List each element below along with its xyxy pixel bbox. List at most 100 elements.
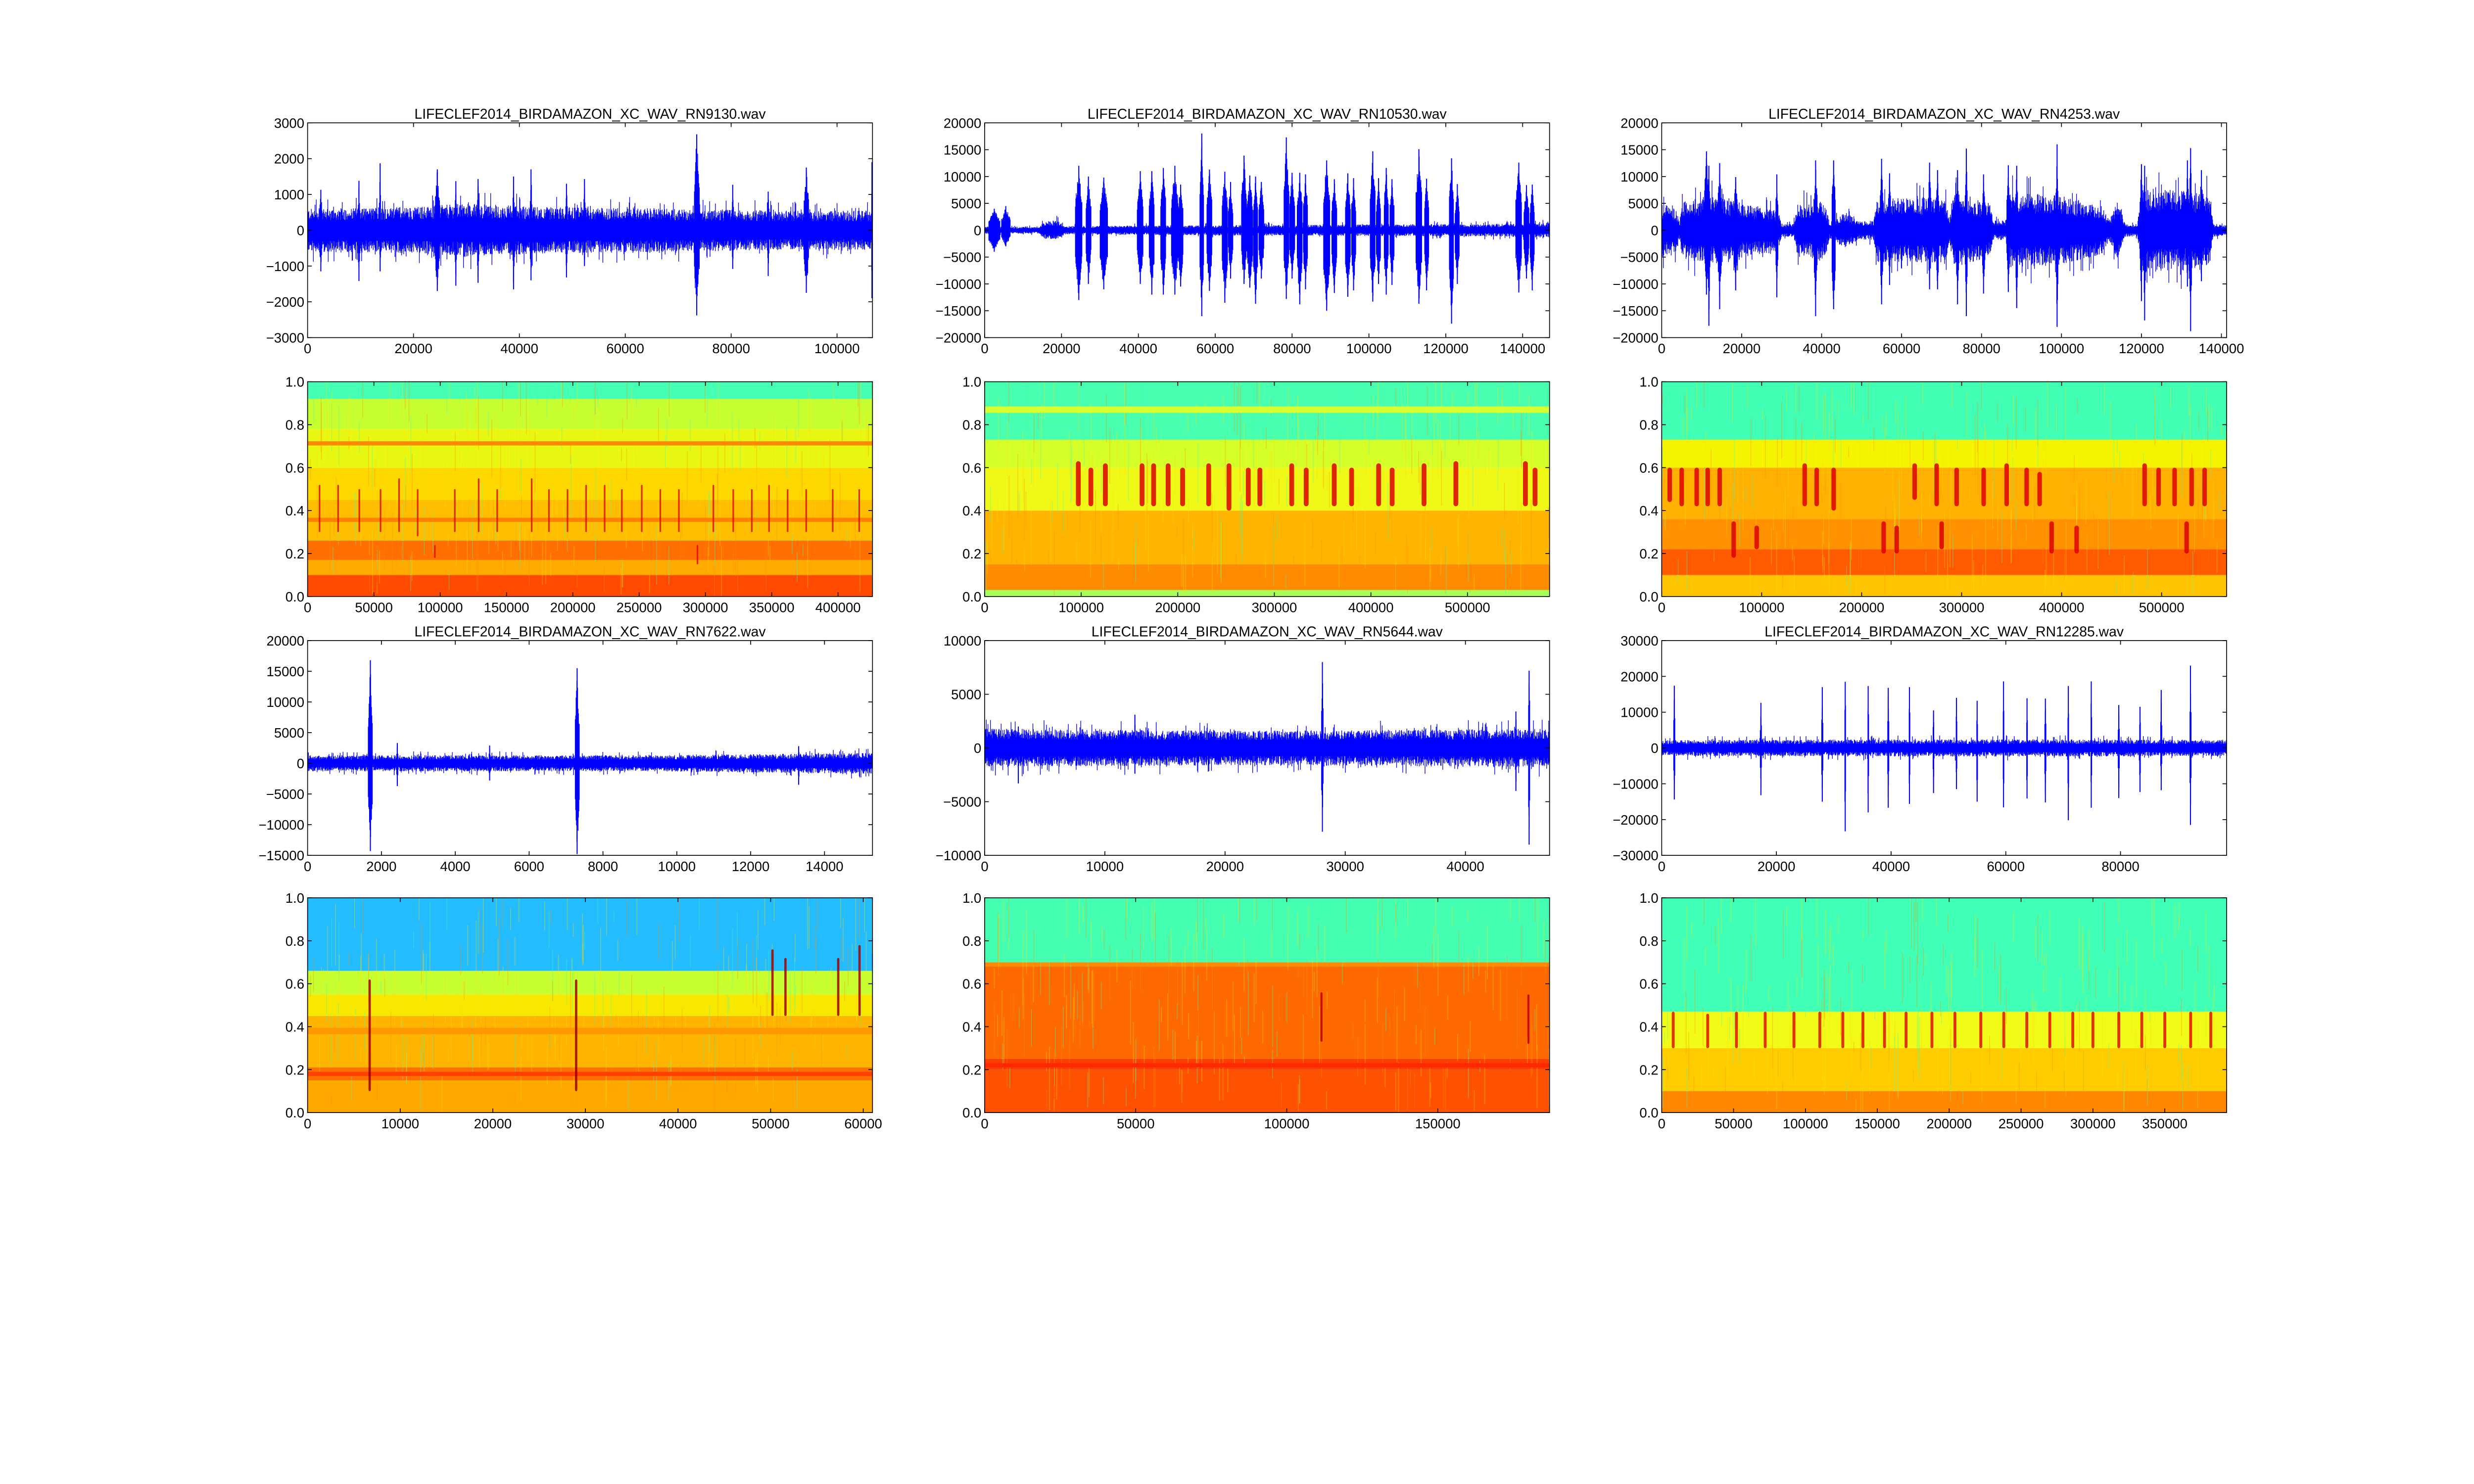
spectrogram-texture <box>1531 430 1532 480</box>
spectrogram-texture <box>1153 1046 1154 1108</box>
chart-title: LIFECLEF2014_BIRDAMAZON_XC_WAV_RN7622.wa… <box>414 624 766 640</box>
spectrogram-texture <box>815 926 816 949</box>
spectrogram-band <box>985 962 1550 967</box>
spectrogram-texture <box>1220 516 1222 580</box>
spectrogram-texture <box>866 404 867 440</box>
spectrogram-texture <box>602 982 604 1037</box>
spectrogram-texture <box>773 415 774 454</box>
spectrogram-texture <box>714 516 715 567</box>
spectrogram-texture <box>789 970 791 1023</box>
spectrogram-texture <box>1323 438 1324 489</box>
spectrogram-band <box>307 898 873 971</box>
spectrogram-texture <box>998 914 999 967</box>
spectrogram-texture <box>1537 898 1538 920</box>
spectrogram-texture <box>1087 1072 1089 1108</box>
spectrogram-texture <box>491 419 492 478</box>
spectrogram-texture <box>997 498 998 521</box>
spectrogram-texture <box>494 484 496 511</box>
spectrogram-texture <box>1109 428 1110 484</box>
spectrogram-texture <box>1070 955 1071 1019</box>
spectrogram-call <box>1705 467 1710 507</box>
spectrogram-texture <box>368 952 369 1003</box>
spectrogram-texture <box>1033 965 1034 1003</box>
spectrogram-texture <box>705 381 706 414</box>
spectrogram-texture <box>368 954 369 993</box>
spectrogram-call <box>621 489 623 532</box>
spectrogram-texture <box>542 542 543 585</box>
spectrogram-texture <box>1135 543 1136 583</box>
spectrogram-texture <box>1066 898 1068 938</box>
spectrogram-texture <box>1272 898 1273 931</box>
spectrogram-texture <box>1234 1015 1235 1067</box>
spectrogram-texture <box>987 527 988 574</box>
spectrogram-texture <box>1254 466 1255 505</box>
spectrogram-texture <box>1287 931 1288 971</box>
spectrogram-texture <box>611 1067 612 1087</box>
spectrogram-texture <box>604 566 605 592</box>
spectrogram-texture <box>1502 386 1503 408</box>
spectrogram-texture <box>531 1035 532 1073</box>
spectrogram-texture <box>1437 381 1438 405</box>
spectrogram-texture <box>2194 980 2196 1041</box>
spectrogram-texture <box>1447 995 1448 1020</box>
spectrogram-call <box>678 489 680 532</box>
x-tick-label: 10000 <box>381 1116 419 1131</box>
spectrogram-call <box>1831 467 1836 511</box>
spectrogram-texture <box>446 381 448 415</box>
spectrogram-texture <box>1308 905 1309 938</box>
spectrogram-texture <box>1233 981 1234 1031</box>
spectrogram-texture <box>1406 534 1407 575</box>
spectrogram-texture <box>1195 404 1197 425</box>
spectrogram-texture <box>1402 403 1403 453</box>
x-tick-label: 100000 <box>814 341 860 356</box>
spectrogram-texture <box>1053 1098 1055 1110</box>
spectrogram-texture <box>1103 930 1105 950</box>
spectrogram-texture <box>1319 1006 1320 1067</box>
spectrogram-texture <box>376 973 377 984</box>
spectrogram-call <box>1332 463 1337 507</box>
spectrogram-texture <box>2147 1065 2148 1106</box>
spectrogram-texture <box>537 381 538 405</box>
spectrogram-texture <box>331 1014 332 1067</box>
spectrogram-texture <box>1511 550 1512 573</box>
spectrogram-texture <box>1788 465 1789 497</box>
spectrogram-texture <box>1990 956 1991 1000</box>
spectrogram-texture <box>759 990 760 1039</box>
spectrogram-texture <box>2046 928 2047 971</box>
spectrogram-texture <box>377 1081 378 1100</box>
spectrogram-texture <box>1894 1036 1895 1092</box>
spectrogram-call <box>1103 463 1108 507</box>
spectrogram-texture <box>1135 523 1137 565</box>
spectrogram-texture <box>500 444 501 489</box>
y-tick-label: 0 <box>974 223 981 238</box>
spectrogram-texture <box>1001 990 1002 1036</box>
spectrogram-texture <box>1822 1047 1823 1082</box>
spectrogram-texture <box>2149 495 2150 513</box>
spectrogram-texture <box>499 918 500 975</box>
spectrogram-texture <box>1352 1023 1354 1038</box>
y-tick-label: 0.6 <box>285 976 304 992</box>
waveform-trace <box>985 143 1550 308</box>
spectrogram-texture <box>2124 980 2126 1004</box>
spectrogram-texture <box>1046 1051 1047 1071</box>
spectrogram-texture <box>1053 1048 1055 1112</box>
spectrogram-call <box>1939 521 1944 550</box>
spectrogram-texture <box>467 409 469 450</box>
y-tick-label: 0.6 <box>962 460 981 475</box>
spectrogram-call <box>454 489 456 532</box>
spectrogram-texture <box>1185 946 1186 993</box>
x-tick-label: 80000 <box>1962 341 2000 356</box>
x-tick-label: 40000 <box>500 341 538 356</box>
spectrogram-texture <box>2074 455 2075 506</box>
spectrogram-texture <box>802 544 804 556</box>
y-tick-label: 0.2 <box>1639 546 1658 561</box>
spectrogram-texture <box>2044 439 2045 450</box>
spectrogram-texture <box>1177 961 1178 1005</box>
spectrogram-texture <box>1742 984 1744 1047</box>
spectrogram-texture <box>583 1018 584 1036</box>
spectrogram-call <box>1226 463 1232 511</box>
spectrogram-texture <box>1119 459 1121 481</box>
spectrogram-texture <box>810 501 811 521</box>
x-tick-label: 40000 <box>1872 859 1910 874</box>
spectrogram-texture <box>1667 1002 1668 1040</box>
